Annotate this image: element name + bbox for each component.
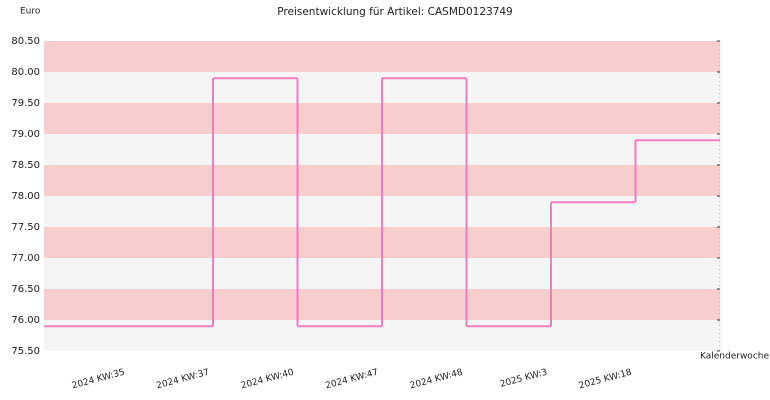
x-tick-label: 2025 KW:18 — [578, 368, 633, 392]
y-tick-label: 80.00 — [11, 67, 40, 78]
y-tick-label: 80.50 — [11, 36, 40, 47]
chart-title: Preisentwicklung für Artikel: CASMD01237… — [277, 6, 513, 18]
x-tick-label: 2024 KW:40 — [240, 368, 295, 392]
y-tick-label: 76.50 — [11, 284, 40, 295]
y-tick-label: 79.50 — [11, 98, 40, 109]
y-tick-label: 78.00 — [11, 191, 40, 202]
x-tick-label: 2024 KW:47 — [324, 368, 379, 392]
y-tick-label: 77.00 — [11, 253, 40, 264]
y-tick-label: 77.50 — [11, 222, 40, 233]
x-tick-label: 2024 KW:48 — [409, 368, 464, 392]
x-tick-label: 2024 KW:35 — [71, 368, 126, 392]
x-tick-label: 2024 KW:37 — [155, 368, 210, 392]
y-tick-label: 79.00 — [11, 129, 40, 140]
y-tick-label: 76.00 — [11, 315, 40, 326]
y-axis-label: Euro — [20, 7, 41, 17]
grid-band — [44, 41, 720, 72]
x-tick-label: 2025 KW:3 — [499, 368, 548, 390]
y-tick-label: 75.50 — [11, 346, 40, 357]
x-axis-label: Kalenderwoche — [700, 352, 769, 362]
y-tick-label: 78.50 — [11, 160, 40, 171]
